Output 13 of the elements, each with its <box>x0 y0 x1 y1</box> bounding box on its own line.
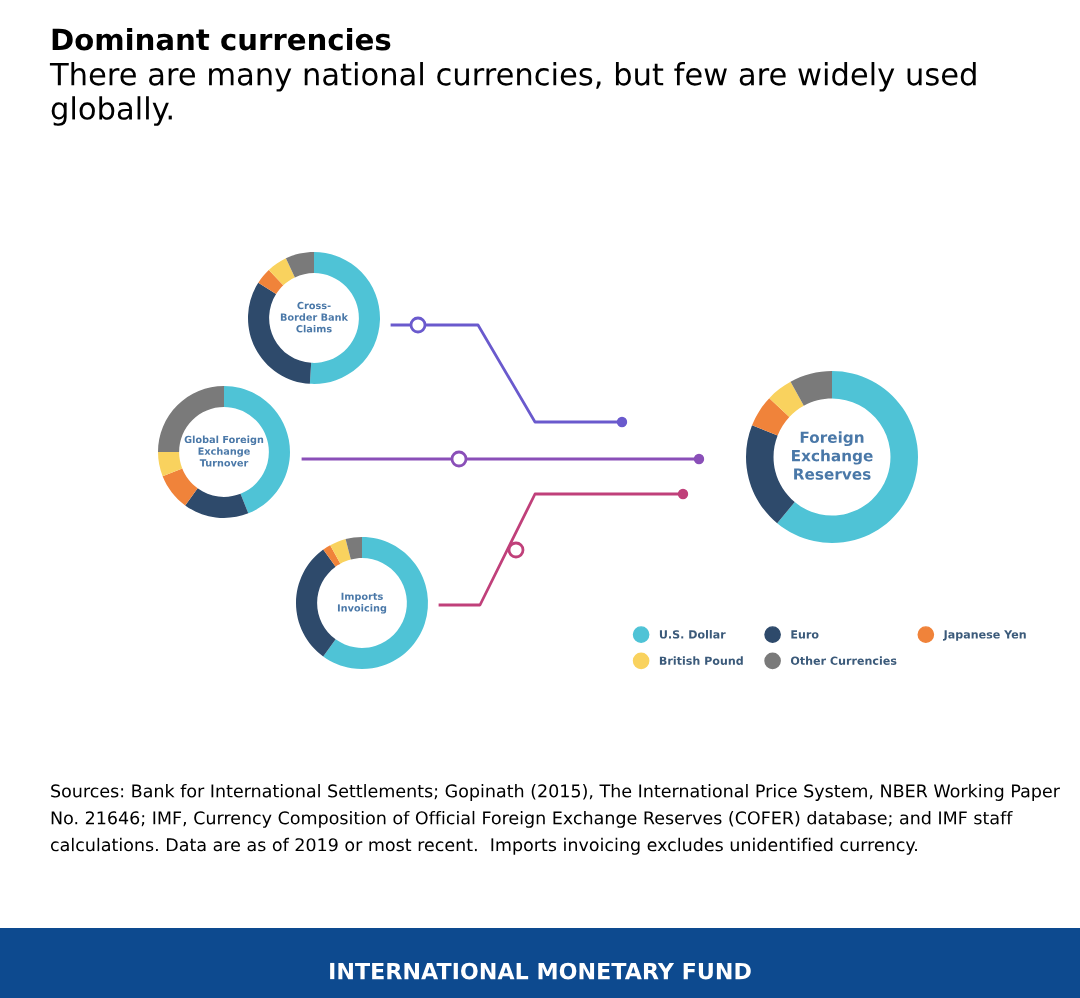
text: Cross- Border Bank Claims <box>280 301 349 333</box>
text: Dominant currencies <box>52 27 391 51</box>
text: Imports Invoicing <box>337 592 387 614</box>
legend-label: Japanese Yen <box>942 630 1026 641</box>
legend-label: British Pound <box>659 656 743 665</box>
text: INTERNATIONAL MONETARY FUND <box>330 962 751 980</box>
text: Global Foreign Exchange Turnover <box>184 435 264 467</box>
legend-label: Euro <box>791 630 819 639</box>
text: Foreign Exchange Reserves <box>792 431 873 480</box>
legend-label: U.S. Dollar <box>659 630 726 639</box>
legend-label: Other Currencies <box>790 656 897 665</box>
text: There are many national currencies, but few are widely used globally. <box>49 62 976 126</box>
source-note: Sources: Bank for International Settlements; Gopinath (2015), The International Price System, NBER Working Paper No. 21646; IMF, Currency Composition of Official Foreign Exchange Reserves (COFER) database; and IMF staff calculations. Data are as of 2019 or most recent. Imports invoicing excludes unidentified currency. <box>50 784 1060 855</box>
